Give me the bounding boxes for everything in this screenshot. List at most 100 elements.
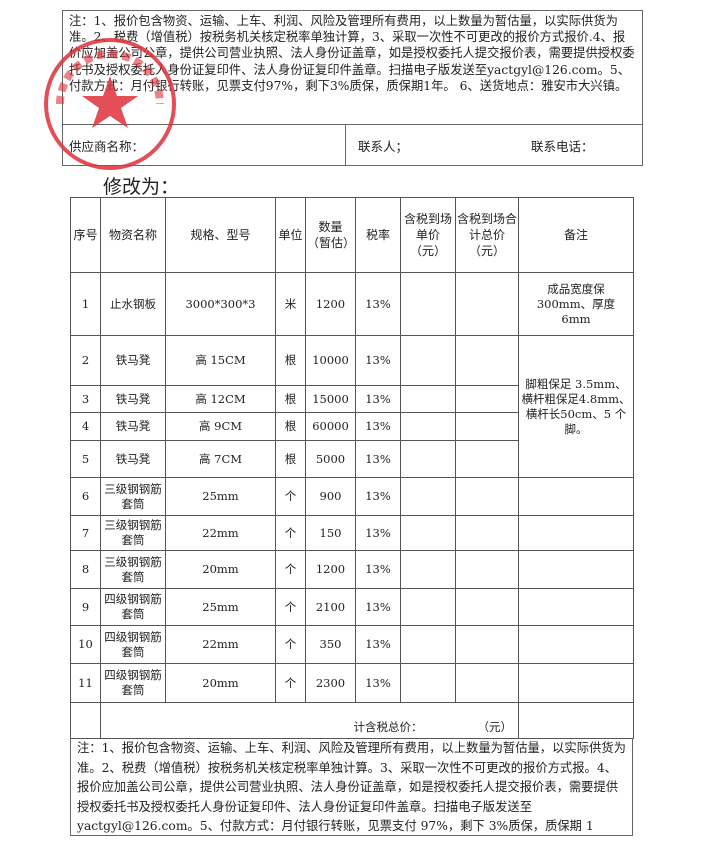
- cell-unit-price-input[interactable]: [400, 663, 456, 703]
- cell-unit: 根: [275, 440, 306, 478]
- supplier-row: 供应商名称： 联系人； 联系电话：: [62, 124, 643, 166]
- cell-tax: 13%: [355, 412, 401, 441]
- cell-spec: 25mm: [165, 588, 276, 626]
- cell-unit: 根: [275, 335, 306, 386]
- cell-tax: 13%: [355, 440, 401, 478]
- cell-total-price-input[interactable]: [455, 272, 519, 336]
- cell-unit: 个: [275, 588, 306, 626]
- cell-qty: 1200: [305, 272, 356, 336]
- cell-unit-price-input[interactable]: [400, 477, 456, 516]
- total-unit: （元）: [477, 720, 513, 734]
- cell-unit: 根: [275, 385, 306, 413]
- cell-unit: 个: [275, 663, 306, 703]
- cell-spec: 高 7CM: [165, 440, 276, 478]
- cell-qty: 2300: [305, 663, 356, 703]
- cell-no: 1: [70, 272, 101, 336]
- cell-total-price-input[interactable]: [455, 550, 519, 589]
- quote-table: 序号 物资名称 规格、型号 单位 数量（暂估） 税率 含税到场单价（元） 含税到场合计总价（元…: [70, 197, 634, 739]
- total-label: 计含税总价：: [353, 720, 423, 734]
- cell-unit: 个: [275, 550, 306, 589]
- table-row: 10 四级钢钢筋套筒 22mm 个 350 13%: [70, 625, 634, 664]
- cell-tax: 13%: [355, 335, 401, 386]
- column-header: 税率: [355, 197, 401, 273]
- cell-name: 铁马凳: [100, 335, 166, 386]
- cell-no: 7: [70, 515, 101, 551]
- table-row: 4 铁马凳高 9CM 根 60000 13%: [70, 412, 634, 441]
- cell-qty: 5000: [305, 440, 356, 478]
- cell-unit-price-input[interactable]: [400, 625, 456, 664]
- cell-total-price-input[interactable]: [455, 412, 519, 441]
- cell-tax: 13%: [355, 588, 401, 626]
- cell-tax: 13%: [355, 550, 401, 589]
- cell-unit: 个: [275, 625, 306, 664]
- cell-qty: 150: [305, 515, 356, 551]
- column-header: 规格、型号: [165, 197, 276, 273]
- cell-spec: 22mm: [165, 625, 276, 664]
- cell-unit-price-input[interactable]: [400, 385, 456, 413]
- column-header: 含税到场单价（元）: [400, 197, 456, 273]
- cell-unit-price-input[interactable]: [400, 515, 456, 551]
- cell-total-price-input[interactable]: [455, 477, 519, 516]
- cell-total-price-input[interactable]: [455, 625, 519, 664]
- cell-tax: 13%: [355, 663, 401, 703]
- cell-spec: 高 12CM: [165, 385, 276, 413]
- table-row: 9 四级钢钢筋套筒 25mm 个 2100 13%: [70, 588, 634, 626]
- supplier-name-label: 供应商名称：: [63, 125, 346, 165]
- cell-unit-price-input[interactable]: [400, 550, 456, 589]
- cell-qty: 350: [305, 625, 356, 664]
- cell-unit-price-input[interactable]: [400, 440, 456, 478]
- cell-total-price-input[interactable]: [455, 385, 519, 413]
- cell-unit-price-input[interactable]: [400, 412, 456, 441]
- cell-unit-price-input[interactable]: [400, 272, 456, 336]
- cell-remark: [518, 663, 634, 703]
- cell-name: 铁马凳: [100, 412, 166, 441]
- cell-total-price-input[interactable]: [455, 515, 519, 551]
- cell-tax: 13%: [355, 477, 401, 516]
- cell-name: 铁马凳: [100, 385, 166, 413]
- cell-unit: 个: [275, 477, 306, 516]
- table-row: 7 三级钢钢筋套筒 22mm 个 150 13%: [70, 515, 634, 551]
- table-row: 6 三级钢钢筋套筒 25mm 个 900 13%: [70, 477, 634, 516]
- notes-top: 注：1、报价包含物资、运输、上车、利润、风险及管理所有费用，以上数量为暂估量，以…: [62, 10, 643, 124]
- cell-name: 三级钢钢筋套筒: [100, 550, 166, 589]
- cell-unit-price-input[interactable]: [400, 588, 456, 626]
- contact-label: 联系人；: [358, 138, 409, 154]
- table-row: 1 止水钢板 3000*300*3 米 1200 13% 成品宽度保300mm、厚度 6mm: [70, 272, 634, 336]
- table-row: 5 铁马凳高 7CM 根 5000 13%: [70, 440, 634, 478]
- table-row: 2 铁马凳高 15CM 根 10000 13% 脚粗保足 3.5mm、横杆粗保足4.8mm…: [70, 335, 634, 478]
- cell-qty: 15000: [305, 385, 356, 413]
- cell-name: 三级钢钢筋套筒: [100, 477, 166, 516]
- cell-spec: 20mm: [165, 663, 276, 703]
- cell-qty: 10000: [305, 335, 356, 386]
- cell-total-price-input[interactable]: [455, 663, 519, 703]
- cell-total-price-input[interactable]: [455, 440, 519, 478]
- column-header: 含税到场合计总价（元）: [455, 197, 519, 273]
- cell-total-price-input[interactable]: [455, 335, 519, 386]
- cell-remark: [518, 588, 634, 626]
- cell-tax: 13%: [355, 385, 401, 413]
- total-row: 计含税总价： （元）: [70, 702, 634, 739]
- cell-qty: 1200: [305, 550, 356, 589]
- cell-unit-price-input[interactable]: [400, 335, 456, 386]
- cell-no: 9: [70, 588, 101, 626]
- cell-tax: 13%: [355, 515, 401, 551]
- cell-no: 2: [70, 335, 101, 386]
- cell-total-price-input[interactable]: [455, 588, 519, 626]
- table-row: 8 三级钢钢筋套筒 20mm 个 1200 13%: [70, 550, 634, 589]
- cell-remark: [518, 515, 634, 551]
- cell-remark: 脚粗保足 3.5mm、横杆粗保足4.8mm、横杆长50cm、5 个脚。: [518, 335, 634, 478]
- cell-name: 四级钢钢筋套筒: [100, 663, 166, 703]
- total-value-input[interactable]: [518, 702, 634, 739]
- cell-unit: 米: [275, 272, 306, 336]
- column-header: 物资名称: [100, 197, 166, 273]
- cell-name: 止水钢板: [100, 272, 166, 336]
- cell-spec: 20mm: [165, 550, 276, 589]
- cell-spec: 22mm: [165, 515, 276, 551]
- table-row: 11 四级钢钢筋套筒 20mm 个 2300 13%: [70, 663, 634, 703]
- cell-qty: 900: [305, 477, 356, 516]
- cell-no: 4: [70, 412, 101, 441]
- column-header: 数量（暂估）: [305, 197, 356, 273]
- cell-qty: 60000: [305, 412, 356, 441]
- cell-no: 10: [70, 625, 101, 664]
- cell-remark: [518, 477, 634, 516]
